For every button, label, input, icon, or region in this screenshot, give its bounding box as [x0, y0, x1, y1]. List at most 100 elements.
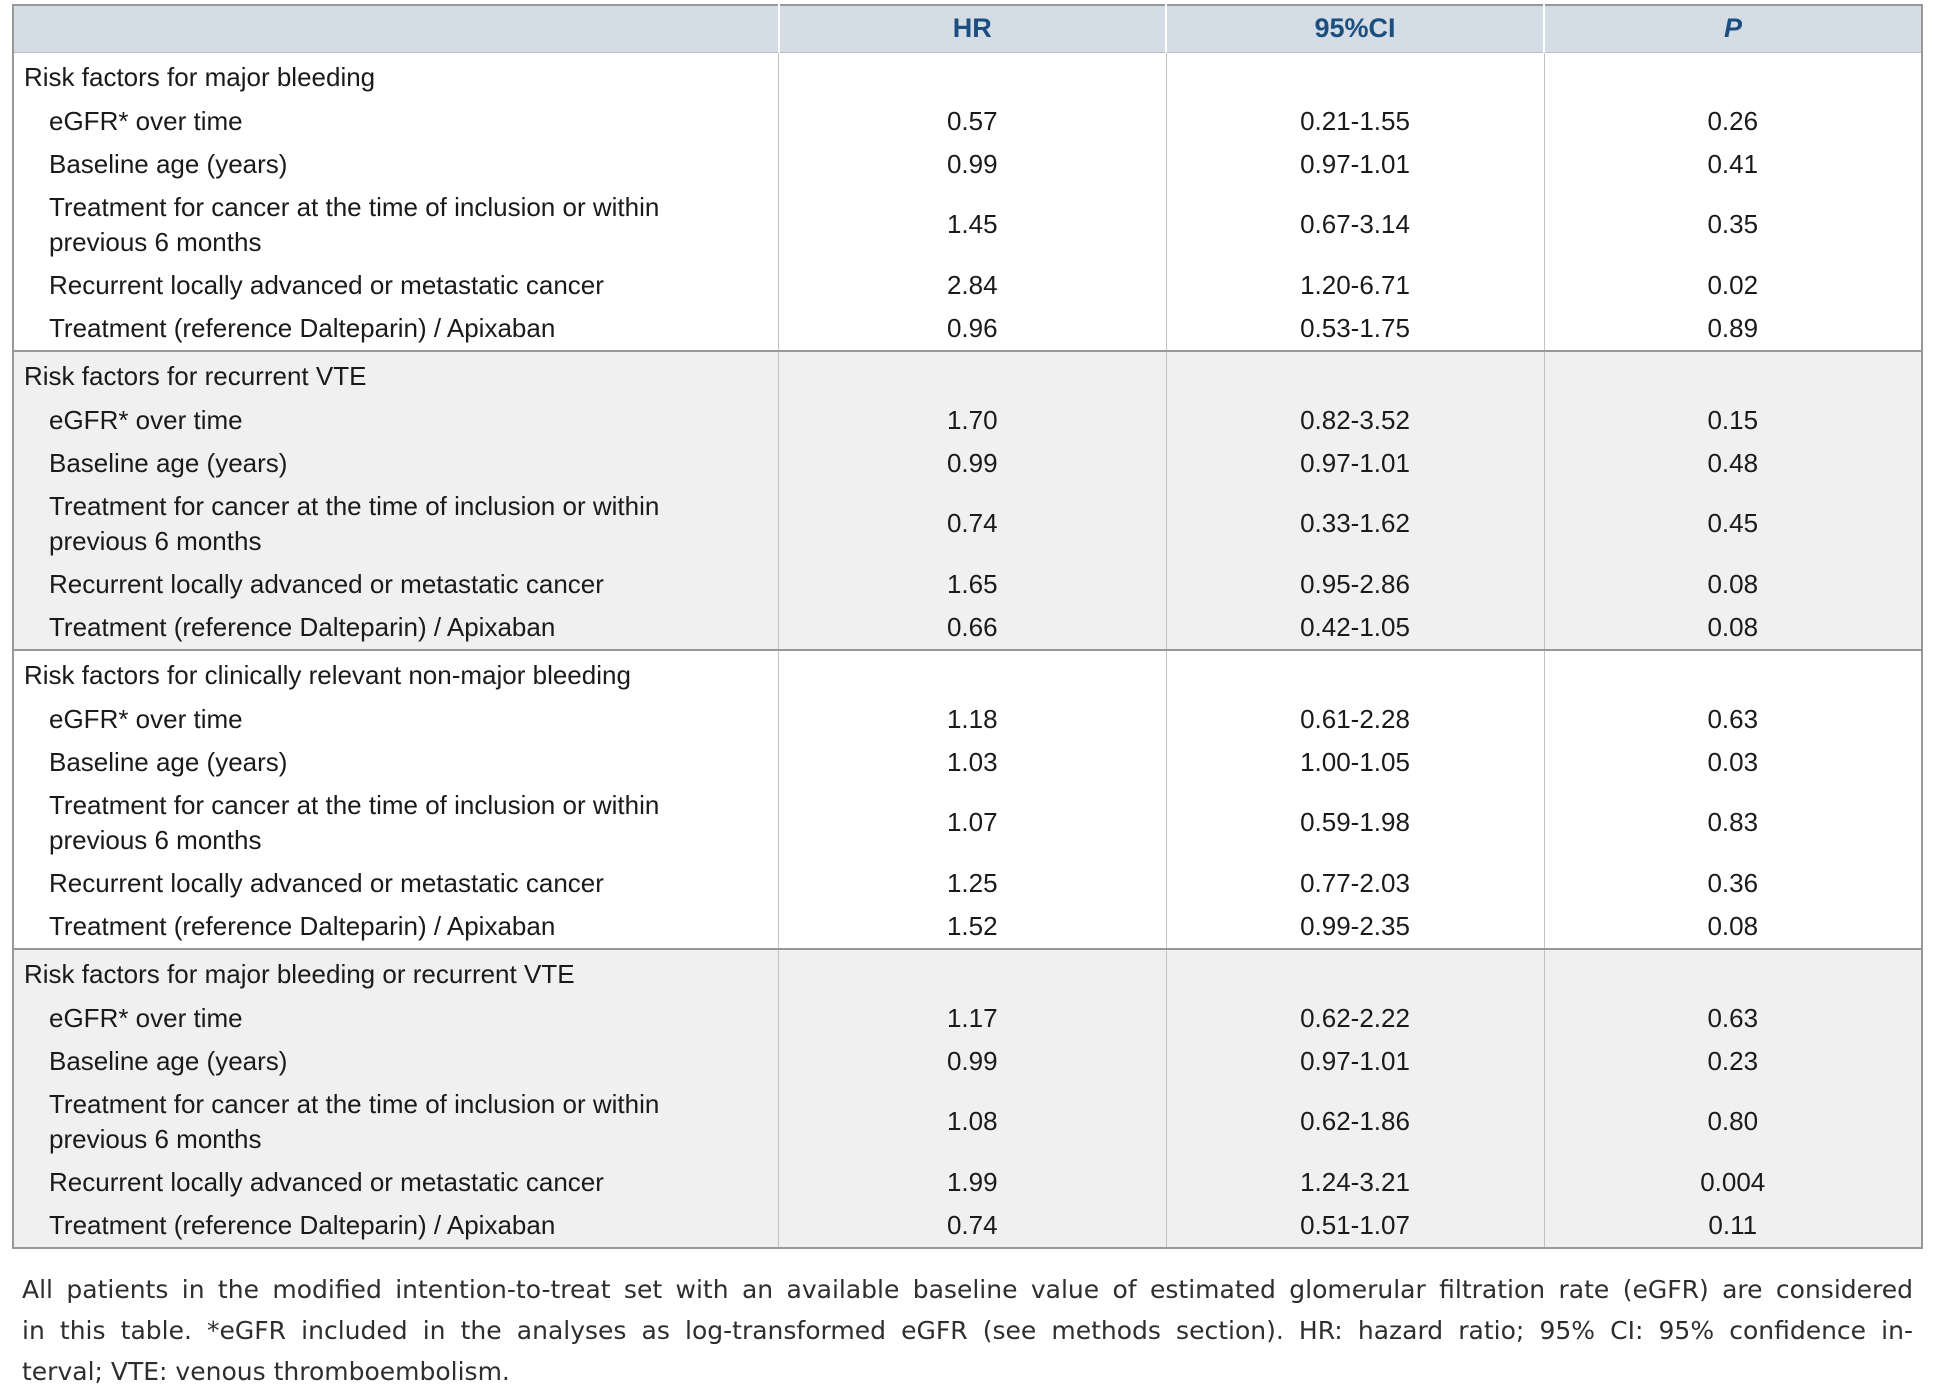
row-label: Treatment for cancer at the time of incl… — [49, 789, 660, 855]
hr-value: 0.99 — [778, 142, 1167, 186]
section-recurrent-vte: Risk factors for recurrent VTE eGFR* ove… — [13, 350, 1922, 650]
empty-cell — [778, 948, 1167, 997]
table-row: Treatment (reference Dalteparin) / Apixa… — [13, 306, 1922, 351]
row-label: Treatment (reference Dalteparin) / Apixa… — [49, 1209, 556, 1240]
table-row: Recurrent locally advanced or metastatic… — [13, 1160, 1922, 1204]
hr-value: 1.17 — [778, 996, 1167, 1040]
ci-value: 1.00-1.05 — [1165, 740, 1544, 784]
hr-value: 2.84 — [778, 263, 1167, 307]
hr-value: 1.03 — [778, 740, 1167, 784]
hr-value: 1.07 — [778, 783, 1167, 862]
hr-value: 1.45 — [778, 185, 1167, 264]
p-value: 0.02 — [1543, 263, 1922, 307]
p-value: 0.26 — [1543, 99, 1922, 143]
p-value: 0.11 — [1543, 1203, 1922, 1248]
empty-cell — [1543, 948, 1922, 997]
row-label: eGFR* over time — [49, 703, 243, 734]
ci-value: 0.51-1.07 — [1165, 1203, 1544, 1248]
row-label: Baseline age (years) — [49, 148, 288, 179]
p-value: 0.36 — [1543, 861, 1922, 905]
p-value: 0.83 — [1543, 783, 1922, 862]
empty-cell — [1165, 948, 1544, 997]
table-row: Treatment (reference Dalteparin) / Apixa… — [13, 605, 1922, 650]
row-label: Recurrent locally advanced or metastatic… — [49, 269, 604, 300]
ci-value: 0.59-1.98 — [1165, 783, 1544, 862]
row-label: eGFR* over time — [49, 404, 243, 435]
ci-value: 0.62-1.86 — [1165, 1082, 1544, 1161]
column-header-hr: HR — [777, 5, 1167, 53]
hr-value: 1.99 — [778, 1160, 1167, 1204]
footnote-line: All patients in the modified intention-t… — [22, 1274, 1913, 1304]
empty-cell — [1543, 350, 1922, 399]
p-value: 0.08 — [1543, 904, 1922, 949]
table-row: eGFR* over time 1.17 0.62-2.22 0.63 — [13, 996, 1922, 1040]
table-row: eGFR* over time 1.18 0.61-2.28 0.63 — [13, 697, 1922, 741]
row-label: Baseline age (years) — [49, 1045, 288, 1076]
hr-value: 0.99 — [778, 441, 1167, 485]
row-label: Recurrent locally advanced or metastatic… — [49, 1166, 604, 1197]
row-label: Treatment for cancer at the time of incl… — [49, 191, 660, 257]
row-label: Treatment for cancer at the time of incl… — [49, 490, 660, 556]
footnote: All patients in the modified intention-t… — [22, 1269, 1913, 1392]
section-title: Risk factors for major bleeding or recur… — [24, 958, 575, 989]
ci-value: 0.95-2.86 — [1165, 562, 1544, 606]
empty-cell — [1165, 350, 1544, 399]
table-row: Recurrent locally advanced or metastatic… — [13, 263, 1922, 307]
p-value: 0.23 — [1543, 1039, 1922, 1083]
hr-value: 0.57 — [778, 99, 1167, 143]
section-title: Risk factors for clinically relevant non… — [24, 659, 631, 690]
empty-cell — [778, 649, 1167, 698]
ci-value: 0.77-2.03 — [1165, 861, 1544, 905]
ci-value: 0.61-2.28 — [1165, 697, 1544, 741]
p-value: 0.08 — [1543, 605, 1922, 650]
table-row: Treatment for cancer at the time of incl… — [13, 185, 1922, 264]
header-row: HR 95%CI P — [13, 5, 1922, 53]
empty-cell — [1165, 52, 1544, 100]
table-row: Baseline age (years) 0.99 0.97-1.01 0.48 — [13, 441, 1922, 485]
ci-value: 0.53-1.75 — [1165, 306, 1544, 351]
table-header: HR 95%CI P — [13, 5, 1922, 53]
ci-value: 0.33-1.62 — [1165, 484, 1544, 563]
table-row: Baseline age (years) 0.99 0.97-1.01 0.23 — [13, 1039, 1922, 1083]
table-row: Treatment (reference Dalteparin) / Apixa… — [13, 1203, 1922, 1248]
ci-value: 0.67-3.14 — [1165, 185, 1544, 264]
section-title-row: Risk factors for recurrent VTE — [13, 350, 1922, 399]
row-label: Treatment (reference Dalteparin) / Apixa… — [49, 910, 556, 941]
empty-cell — [778, 52, 1167, 100]
row-label: Recurrent locally advanced or metastatic… — [49, 568, 604, 599]
ci-value: 0.62-2.22 — [1165, 996, 1544, 1040]
row-label: eGFR* over time — [49, 105, 243, 136]
row-label: eGFR* over time — [49, 1002, 243, 1033]
ci-value: 0.97-1.01 — [1165, 142, 1544, 186]
p-value: 0.41 — [1543, 142, 1922, 186]
p-value: 0.80 — [1543, 1082, 1922, 1161]
table-row: Recurrent locally advanced or metastatic… — [13, 861, 1922, 905]
ci-value: 0.99-2.35 — [1165, 904, 1544, 949]
empty-cell — [1165, 649, 1544, 698]
row-label: Treatment (reference Dalteparin) / Apixa… — [49, 312, 556, 343]
table-row: Baseline age (years) 1.03 1.00-1.05 0.03 — [13, 740, 1922, 784]
column-header-p: P — [1543, 5, 1922, 53]
table-row: eGFR* over time 0.57 0.21-1.55 0.26 — [13, 99, 1922, 143]
table-row: eGFR* over time 1.70 0.82-3.52 0.15 — [13, 398, 1922, 442]
ci-value: 0.42-1.05 — [1165, 605, 1544, 650]
p-value: 0.15 — [1543, 398, 1922, 442]
table-row: Baseline age (years) 0.99 0.97-1.01 0.41 — [13, 142, 1922, 186]
row-label: Treatment for cancer at the time of incl… — [49, 1088, 660, 1154]
p-value: 0.03 — [1543, 740, 1922, 784]
p-value: 0.63 — [1543, 697, 1922, 741]
ci-value: 1.24-3.21 — [1165, 1160, 1544, 1204]
hr-value: 1.70 — [778, 398, 1167, 442]
section-title-row: Risk factors for major bleeding — [13, 52, 1922, 100]
empty-header-cell — [13, 5, 779, 53]
hr-value: 0.74 — [778, 484, 1167, 563]
ci-value: 0.21-1.55 — [1165, 99, 1544, 143]
section-title-row: Risk factors for clinically relevant non… — [13, 649, 1922, 698]
table-row: Treatment for cancer at the time of incl… — [13, 1082, 1922, 1161]
hr-value: 1.52 — [778, 904, 1167, 949]
footnote-line: terval; VTE: venous thromboembolism. — [22, 1356, 510, 1386]
table-row: Treatment for cancer at the time of incl… — [13, 783, 1922, 862]
section-crnm-bleeding: Risk factors for clinically relevant non… — [13, 649, 1922, 949]
p-value: 0.004 — [1543, 1160, 1922, 1204]
